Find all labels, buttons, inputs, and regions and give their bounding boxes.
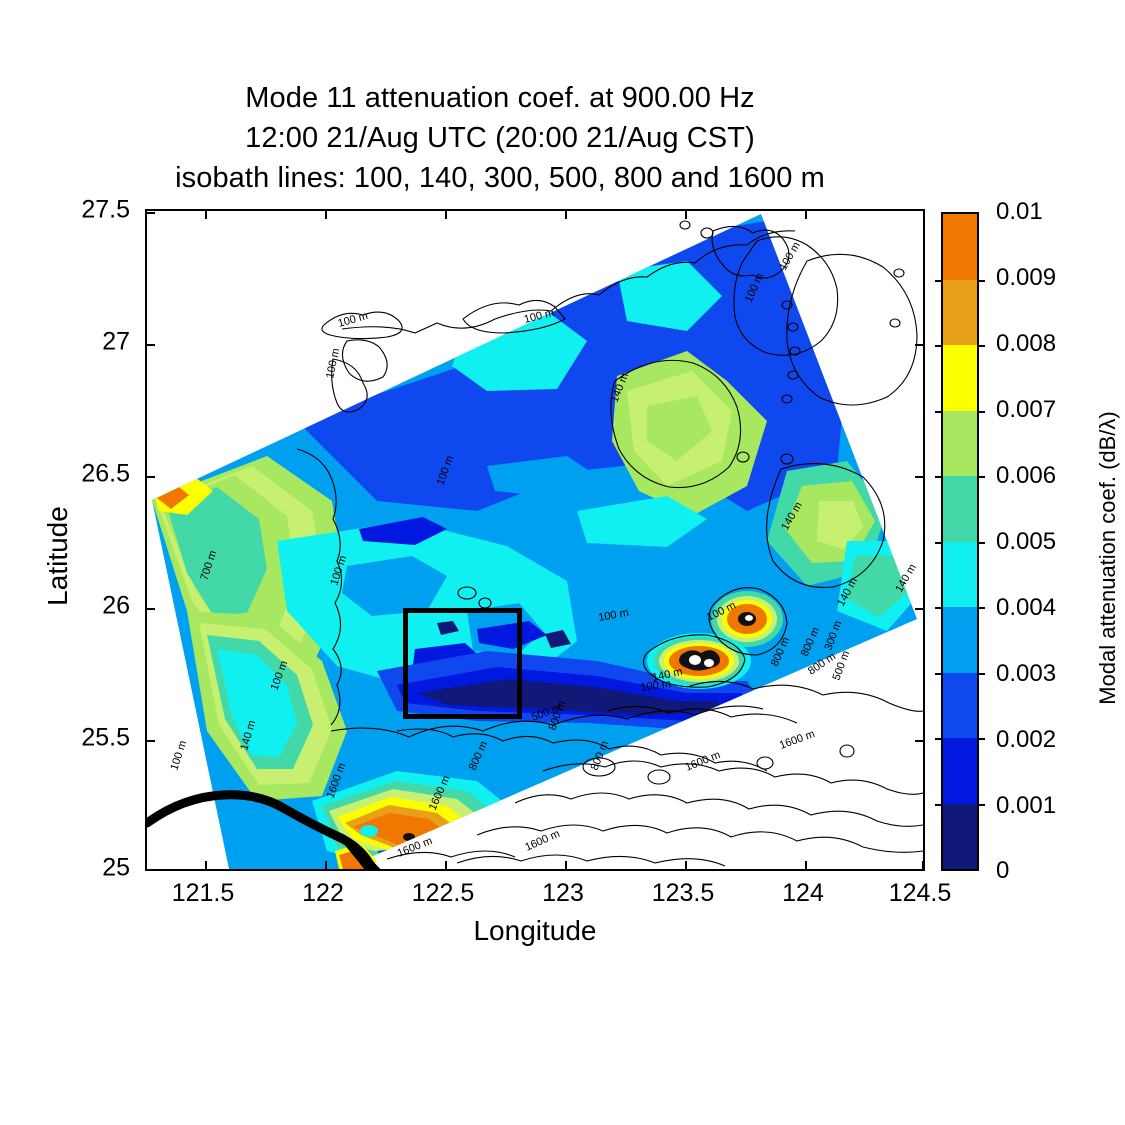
colorbar-label-0.009: 0.009 <box>996 264 1057 291</box>
colorbar-tick-r-0.003 <box>977 672 985 675</box>
map-plot-area[interactable]: 100 m 100 m 100 m 100 m 100 m 700 m 140 … <box>145 209 925 871</box>
ytick-right-26 <box>915 608 923 610</box>
ytick-26 <box>147 608 155 610</box>
selection-box[interactable] <box>403 608 522 719</box>
xtick-122.5 <box>445 861 447 869</box>
colorbar-tick-r-0.008 <box>977 345 985 347</box>
title-line-3: isobath lines: 100, 140, 300, 500, 800 a… <box>175 162 825 194</box>
xticklabel-2: 122.5 <box>411 879 475 907</box>
colorbar-label-0.006: 0.006 <box>996 462 1057 489</box>
colorbar-label-0.002: 0.002 <box>996 726 1057 753</box>
colorbar-band-1 <box>943 738 977 804</box>
colorbar-band-8 <box>943 279 977 345</box>
xtick-121.5 <box>205 861 207 869</box>
svg-text:100 m: 100 m <box>597 607 629 624</box>
colorbar-title: Modal attenuation coef. (dB/λ) <box>1095 411 1120 705</box>
colorbar-band-3 <box>943 607 977 673</box>
yticklabel-26.5: 26.5 <box>81 459 130 488</box>
colorbar-label-0.004: 0.004 <box>996 594 1057 621</box>
ytick-27.5 <box>147 212 155 214</box>
colorbar-tick-r-0.002 <box>977 738 985 740</box>
colorbar-label-0.01: 0.01 <box>996 198 1043 225</box>
xtick-top-124 <box>805 211 807 219</box>
xtick-top-123.5 <box>685 211 687 219</box>
colorbar-band-4 <box>943 541 977 607</box>
colorbar-label-0.007: 0.007 <box>996 396 1057 423</box>
xticklabel-6: 124.5 <box>888 879 952 907</box>
title-line-1: Mode 11 attenuation coef. at 900.00 Hz <box>245 82 755 114</box>
map-graphic: 100 m 100 m 100 m 100 m 100 m 700 m 140 … <box>147 211 923 869</box>
xticklabel-1: 122 <box>302 879 344 907</box>
title-line-2: 12:00 21/Aug UTC (20:00 21/Aug CST) <box>245 122 755 154</box>
hotspot-1 <box>711 591 783 647</box>
xtick-124 <box>805 861 807 869</box>
colorbar-tick-r-0.005 <box>977 541 985 544</box>
hotspot-2 <box>647 633 751 689</box>
colorbar-tick-r-0.006 <box>977 476 985 478</box>
colorbar-tick-l-0.002 <box>935 738 943 740</box>
colorbar-band-7 <box>943 345 977 411</box>
colorbar-tick-r-0.001 <box>977 803 985 806</box>
colorbar-tick-l-0.008 <box>935 345 943 347</box>
xtick-top-121.5 <box>205 211 207 219</box>
colorbar-band-5 <box>943 476 977 542</box>
xticklabel-0: 121.5 <box>171 879 235 907</box>
x-axis-title: Longitude <box>473 915 597 946</box>
colorbar[interactable] <box>935 212 985 871</box>
xtick-122 <box>325 861 327 869</box>
yticklabel-26: 26 <box>102 591 130 620</box>
colorbar-tick-l-0.006 <box>935 476 943 478</box>
xtick-top-123 <box>565 211 567 219</box>
ytick-27 <box>147 344 155 346</box>
ytick-right-25.5 <box>915 740 923 742</box>
ytick-right-27 <box>915 344 923 346</box>
xticklabel-5: 124 <box>782 879 824 907</box>
yticklabel-25: 25 <box>102 853 130 882</box>
colorbar-label-0.003: 0.003 <box>996 660 1057 687</box>
xtick-top-122 <box>325 211 327 219</box>
colorbar-label-0: 0 <box>996 857 1010 884</box>
ytick-right-26.5 <box>915 476 923 478</box>
colorbar-band-6 <box>943 410 977 476</box>
xticklabel-3: 123 <box>542 879 584 907</box>
taiwan-coastline <box>147 790 381 869</box>
colorbar-tick-r-0.004 <box>977 607 985 609</box>
colorbar-tick-l-0.003 <box>935 672 943 675</box>
colorbar-tick-l-0.001 <box>935 803 943 806</box>
isobath-contours <box>296 220 923 867</box>
colorbar-tick-r-0.007 <box>977 410 985 413</box>
map-clip: 100 m 100 m 100 m 100 m 100 m 700 m 140 … <box>147 211 923 869</box>
yticklabel-25.5: 25.5 <box>81 723 130 752</box>
xtick-top-122.5 <box>445 211 447 219</box>
colorbar-band-9 <box>943 214 977 280</box>
figure-title: Mode 11 attenuation coef. at 900.00 Hz 1… <box>0 78 1000 198</box>
colorbar-band-0 <box>943 803 977 869</box>
xtick-123.5 <box>685 861 687 869</box>
colorbar-label-0.001: 0.001 <box>996 792 1057 819</box>
xtick-123 <box>565 861 567 869</box>
attenuation-field <box>152 214 917 869</box>
svg-text:100 m: 100 m <box>640 678 672 694</box>
colorbar-tick-l-0.004 <box>935 607 943 609</box>
colorbar-tick-l-0.007 <box>935 410 943 413</box>
colorbar-label-0.005: 0.005 <box>996 528 1057 555</box>
colorbar-tick-r-0.009 <box>977 279 985 282</box>
yticklabel-27.5: 27.5 <box>81 195 130 224</box>
xticklabel-4: 123.5 <box>651 879 715 907</box>
colorbar-tick-l-0.005 <box>935 541 943 544</box>
ytick-25 <box>147 869 155 871</box>
y-axis-title: Latitude <box>42 506 73 606</box>
colorbar-tick-l-0.009 <box>935 279 943 282</box>
colorbar-label-0.008: 0.008 <box>996 330 1057 357</box>
xtick-124.5 <box>922 861 923 869</box>
ytick-25.5 <box>147 740 155 742</box>
ytick-26.5 <box>147 476 155 478</box>
yticklabel-27: 27 <box>102 327 130 356</box>
colorbar-band-2 <box>943 672 977 738</box>
taiwan-coastline-detail <box>340 836 371 869</box>
